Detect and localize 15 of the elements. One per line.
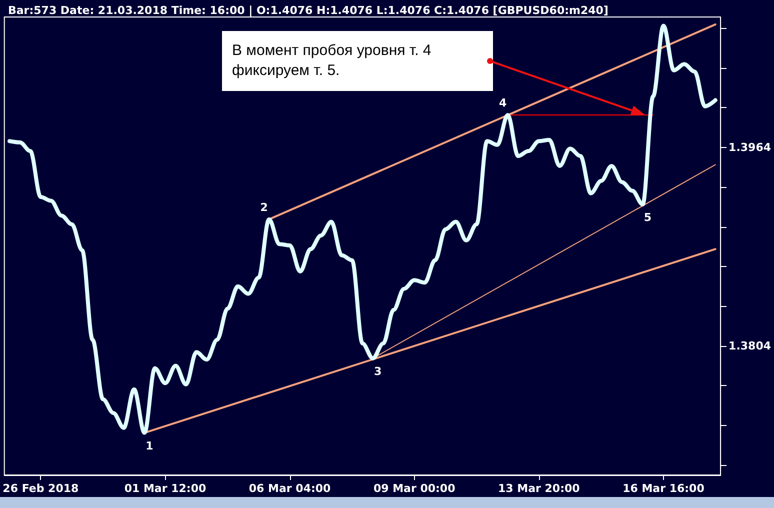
chart-title: Bar:573 Date: 21.03.2018 Time: 16:00 | O:1.4076 H:1.4076 L:1.4076 C:1.4076 [GBPUSD60:m240] bbox=[8, 4, 608, 17]
annotation: 5 bbox=[644, 210, 652, 224]
annotation: 1 bbox=[146, 439, 154, 452]
y-tick-label: 1.3964 bbox=[728, 140, 772, 154]
x-tick-label: 09 Mar 00:00 bbox=[373, 482, 456, 495]
x-tick-label: 16 Mar 16:00 bbox=[622, 482, 705, 495]
annotation: 3 bbox=[374, 364, 382, 378]
x-tick-label: 13 Mar 20:00 bbox=[498, 482, 580, 495]
y-tick-label: 1.3804 bbox=[728, 339, 772, 352]
note-box: В момент пробоя уровня т. 4 фиксируем т. 5. bbox=[222, 31, 494, 91]
annotation: 4 bbox=[498, 96, 507, 110]
x-tick-label: 06 Mar 04:00 bbox=[248, 482, 332, 495]
x-tick-label: 01 Mar 12:00 bbox=[124, 482, 206, 495]
annotation: 2 bbox=[260, 200, 268, 214]
x-tick-label: 26 Feb 2018 bbox=[2, 482, 79, 495]
